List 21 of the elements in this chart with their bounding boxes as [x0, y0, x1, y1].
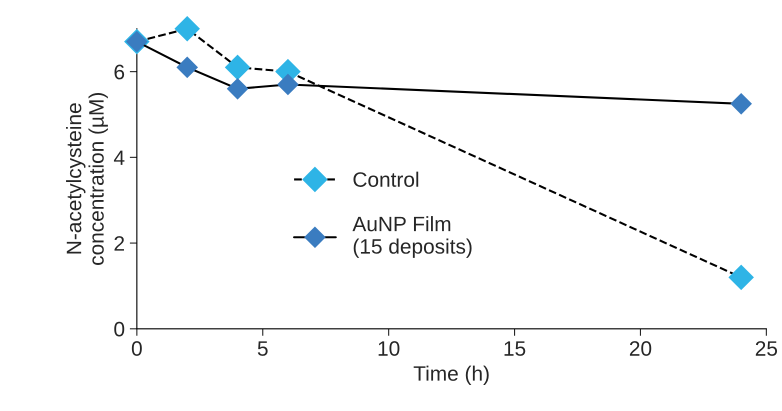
y-tick-label: 6	[114, 64, 124, 80]
point	[728, 264, 754, 290]
point	[277, 74, 298, 96]
legend-label: Control	[353, 172, 418, 187]
x-tick-label: 0	[132, 341, 142, 356]
y-tick-label: 2	[114, 236, 124, 251]
point	[176, 56, 198, 78]
point	[225, 54, 250, 80]
point	[227, 78, 248, 100]
y-axis-title: N-acetylcysteine concentration (µM)	[66, 93, 108, 265]
x-tick-label: 20	[630, 341, 652, 356]
x-tick-label: 5	[258, 341, 268, 356]
point	[730, 93, 752, 114]
x-tick-label: 25	[756, 341, 778, 356]
point	[174, 16, 200, 42]
x-axis-title: Time (h)	[414, 366, 489, 385]
y-tick-label: 4	[114, 150, 124, 165]
x-tick-label: 10	[378, 341, 400, 356]
y-tick-label: 0	[114, 322, 124, 337]
x-tick-label: 15	[504, 341, 526, 356]
legend-label: AuNP Film (15 deposits)	[352, 216, 472, 258]
